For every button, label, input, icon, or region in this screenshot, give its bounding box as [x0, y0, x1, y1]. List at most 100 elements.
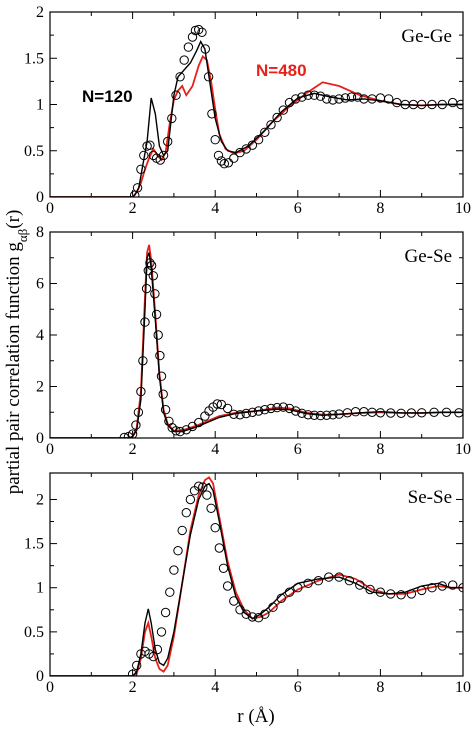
x-tick-label: 4 [211, 679, 219, 696]
data-point [203, 72, 214, 82]
x-tick-label: 6 [294, 200, 302, 217]
data-point [210, 523, 220, 533]
data-point [260, 127, 270, 138]
data-point [213, 150, 224, 161]
data-point [359, 407, 369, 417]
data-point [133, 407, 144, 417]
y-tick-label: 2 [36, 491, 44, 508]
y-axis-label-main: partial pair correlation function g [3, 242, 24, 495]
curves [50, 24, 463, 197]
x-tick-label: 0 [46, 441, 54, 458]
data-point [136, 164, 146, 175]
data-point [328, 410, 338, 420]
data-point [156, 627, 167, 637]
data-point [155, 350, 165, 361]
data-point [406, 589, 417, 599]
data-point [260, 609, 270, 619]
data-point [448, 97, 458, 108]
panel-label: Ge-Se [405, 246, 452, 267]
data-point [229, 596, 239, 606]
x-tick-label: 2 [129, 200, 137, 217]
plot-frame [49, 231, 464, 439]
data-point [235, 605, 245, 615]
data-point [322, 410, 332, 420]
data-point [303, 90, 313, 100]
data-point [315, 410, 326, 421]
data-point [160, 405, 171, 415]
x-tick-label: 2 [129, 441, 137, 458]
data-point [206, 503, 216, 513]
data-point [229, 153, 239, 163]
y-tick-label: 8 [36, 224, 44, 241]
data-point [218, 563, 229, 573]
data-point [153, 330, 163, 340]
data-point [344, 576, 355, 586]
data-point [247, 612, 258, 622]
data-point [297, 408, 307, 418]
series-n120-line [50, 40, 463, 197]
legend-n120: N=120 [82, 87, 133, 106]
data-point [350, 407, 361, 417]
data-point [163, 136, 173, 147]
data-point [272, 112, 282, 123]
data-point [309, 410, 319, 420]
data-point [222, 403, 233, 414]
data-point [454, 408, 463, 418]
data-point [260, 405, 270, 415]
data-point [194, 24, 204, 35]
data-point [171, 426, 181, 436]
y-tick-label: 1.5 [24, 536, 44, 553]
x-tick-label: 8 [376, 679, 384, 696]
data-point [181, 508, 192, 518]
data-point [427, 583, 437, 593]
data-point [216, 156, 227, 166]
y-tick-label: 1.5 [24, 50, 44, 67]
x-tick-label: 4 [211, 200, 219, 217]
data-point [235, 410, 245, 420]
data-point [340, 93, 350, 103]
data-point [448, 580, 458, 590]
data-point [396, 408, 406, 418]
data-point [148, 651, 159, 662]
data-point [396, 590, 406, 600]
y-axis-label-sub: αβ [15, 228, 30, 242]
data-point [293, 583, 303, 593]
data-point [207, 109, 217, 119]
y-axis-label-tail: (r) [3, 210, 24, 229]
data-point [334, 94, 344, 104]
data-point [303, 410, 313, 420]
data-point [132, 660, 142, 671]
data-point [241, 609, 251, 619]
data-point [268, 602, 278, 612]
x-tick-label: 6 [294, 679, 302, 696]
data-point [297, 92, 307, 102]
data-point [328, 95, 338, 105]
data-point [417, 408, 427, 418]
series-n120-line [50, 482, 463, 676]
data-point [212, 399, 223, 409]
data-point [148, 271, 159, 281]
data-point [169, 565, 179, 575]
y-tick-label: 2 [36, 379, 44, 396]
y-tick-label: 4 [36, 327, 44, 344]
data-point [456, 99, 463, 110]
data-point [406, 408, 417, 418]
x-tick-label: 6 [294, 441, 302, 458]
data-point [386, 589, 396, 599]
data-point [266, 403, 276, 414]
y-tick-label: 0 [36, 668, 44, 685]
data-point [175, 426, 185, 437]
data-point [177, 525, 187, 536]
panel-ge-ge: 0 2 4 6 8 10 0 0.5 1 1.5 2 Ge-Ge [24, 4, 471, 217]
x-tick-label: 10 [455, 200, 471, 217]
data-point [291, 94, 301, 104]
data-point [223, 158, 234, 168]
data-point [187, 32, 198, 42]
data-point [253, 406, 264, 416]
data-point [427, 99, 437, 110]
data-point [202, 490, 212, 500]
panel-label: Ge-Ge [401, 26, 452, 47]
data-point [313, 576, 324, 586]
data-point [194, 417, 204, 428]
data-point [241, 408, 251, 419]
